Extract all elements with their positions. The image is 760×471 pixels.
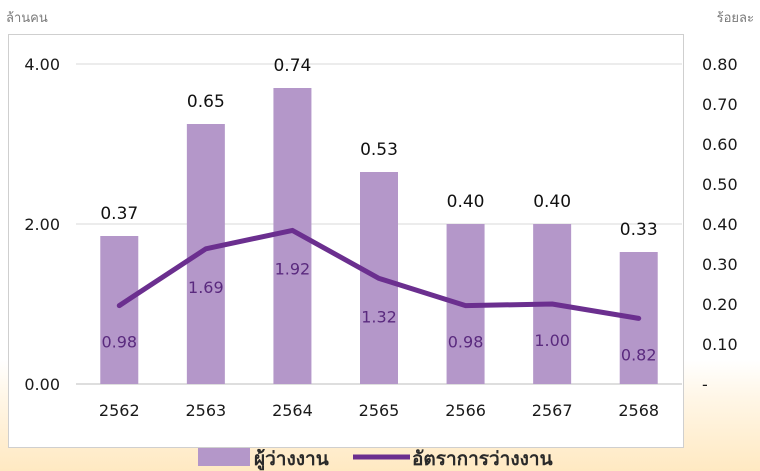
bars (100, 88, 658, 384)
left-axis-unit: ล้านคน (6, 11, 48, 26)
bar-data-label: 0.40 (447, 192, 485, 212)
right-axis-tick: 0.50 (702, 175, 738, 194)
x-axis-tick: 2564 (272, 401, 313, 420)
left-axis-tick: 0.00 (24, 375, 60, 394)
right-axis-tick: 0.60 (702, 135, 738, 154)
x-axis-tick: 2567 (532, 401, 573, 420)
line-series (116, 227, 642, 321)
legend-bar-label: ผู้ว่างงาน (254, 448, 329, 471)
legend-bar-swatch (198, 448, 250, 466)
bar (186, 124, 225, 384)
right-axis-tick: 0.30 (702, 255, 738, 274)
right-axis-tick: 0.10 (702, 335, 738, 354)
x-axis-tick: 2563 (185, 401, 226, 420)
right-axis-tick: 0.40 (702, 215, 738, 234)
right-axis-tick: 0.20 (702, 295, 738, 314)
line-data-label: 0.98 (101, 333, 137, 352)
right-axis-tick: 0.80 (702, 55, 738, 74)
bar (100, 236, 139, 384)
legend: ผู้ว่างงาน อัตราการว่างงาน (198, 448, 553, 471)
bar-data-label: 0.40 (533, 192, 571, 212)
legend-line-label: อัตราการว่างงาน (412, 448, 553, 470)
line-data-label: 0.98 (448, 333, 484, 352)
bar-data-label: 0.33 (620, 220, 658, 240)
line-data-label: 1.32 (361, 307, 397, 326)
line-data-label: 1.92 (275, 259, 311, 278)
bar-data-label: 0.53 (360, 140, 398, 160)
right-axis-unit: ร้อยละ (717, 11, 754, 26)
data-labels: 0.37 0.65 0.74 0.53 0.40 0.40 0.33 0.98 1.69 1.92… (100, 56, 657, 364)
left-axis-tick: 2.00 (24, 215, 60, 234)
x-axis-tick: 2568 (618, 401, 659, 420)
left-axis-tick: 4.00 (24, 55, 60, 74)
bar-data-label: 0.37 (100, 204, 138, 224)
series-line (116, 227, 642, 321)
axis-ticks: 0.00 2.00 4.00 - 0.10 0.20 0.30 0.40 0.50 0.60 0.7… (24, 55, 737, 420)
bar-data-label: 0.74 (273, 56, 311, 76)
bar-data-label: 0.65 (187, 92, 225, 112)
x-axis-tick: 2562 (99, 401, 140, 420)
line-data-label: 1.00 (534, 331, 570, 350)
x-axis-tick: 2565 (359, 401, 400, 420)
x-axis-tick: 2566 (445, 401, 486, 420)
right-axis-tick: 0.70 (702, 95, 738, 114)
line-data-label: 0.82 (621, 345, 657, 364)
right-axis-tick: - (702, 375, 708, 394)
line-data-label: 1.69 (188, 278, 224, 297)
